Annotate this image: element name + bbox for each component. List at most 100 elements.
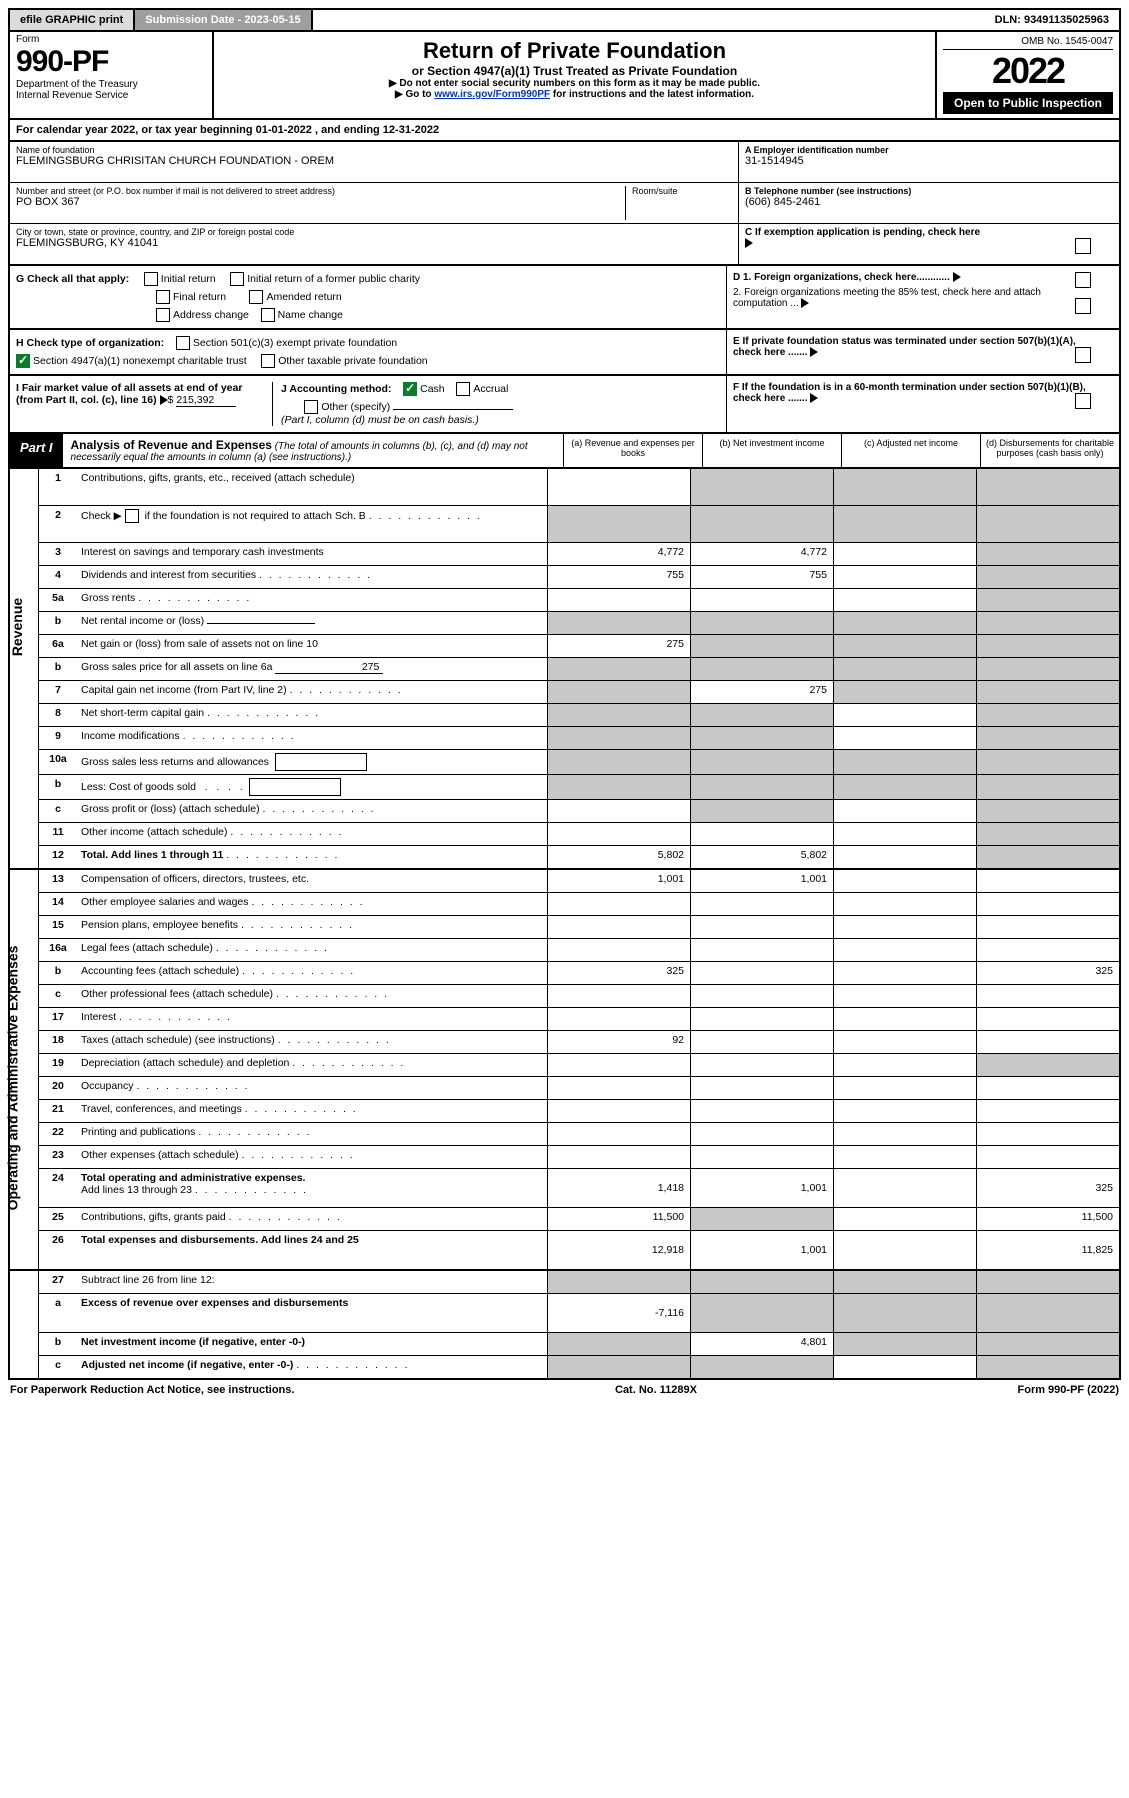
d2-checkbox[interactable]: [1075, 298, 1091, 314]
g-initial-checkbox[interactable]: [144, 272, 158, 286]
foundation-name: FLEMINGSBURG CHRISITAN CHURCH FOUNDATION…: [16, 155, 732, 167]
e-checkbox[interactable]: [1075, 347, 1091, 363]
section-i-j-f: I Fair market value of all assets at end…: [8, 376, 1121, 434]
table-row: 13Compensation of officers, directors, t…: [39, 870, 1119, 893]
f-label: F If the foundation is in a 60-month ter…: [733, 382, 1086, 404]
top-bar: efile GRAPHIC print Submission Date - 20…: [8, 8, 1121, 32]
j-cash: Cash: [420, 383, 445, 395]
table-row: 22Printing and publications: [39, 1123, 1119, 1146]
open-to-public: Open to Public Inspection: [943, 92, 1113, 114]
entity-info-block: Name of foundation FLEMINGSBURG CHRISITA…: [8, 142, 1121, 266]
part-1-header: Part I Analysis of Revenue and Expenses …: [8, 434, 1121, 469]
g-name-change-checkbox[interactable]: [261, 308, 275, 322]
j-other: Other (specify): [321, 401, 390, 413]
room-label: Room/suite: [632, 186, 732, 196]
arrow-icon: [801, 298, 809, 308]
col-d-header: (d) Disbursements for charitable purpose…: [980, 434, 1119, 467]
table-row: 4Dividends and interest from securities …: [39, 566, 1119, 589]
h-trust: Section 4947(a)(1) nonexempt charitable …: [33, 355, 247, 367]
arrow-icon: [745, 238, 753, 248]
table-row: 15Pension plans, employee benefits: [39, 916, 1119, 939]
form-title: Return of Private Foundation: [220, 38, 929, 64]
table-row: bGross sales price for all assets on lin…: [39, 658, 1119, 681]
city-state-zip: FLEMINGSBURG, KY 41041: [16, 237, 732, 249]
table-row: 20Occupancy: [39, 1077, 1119, 1100]
arrow-icon: [810, 393, 818, 403]
j-label: J Accounting method:: [281, 383, 391, 395]
part-1-label: Part I: [10, 434, 63, 467]
table-row: 2Check ▶ if the foundation is not requir…: [39, 506, 1119, 543]
col-a-header: (a) Revenue and expenses per books: [563, 434, 702, 467]
d1-checkbox[interactable]: [1075, 272, 1091, 288]
addr-label: Number and street (or P.O. box number if…: [16, 186, 625, 196]
submission-date: Submission Date - 2023-05-15: [135, 10, 312, 30]
c-checkbox[interactable]: [1075, 238, 1091, 254]
table-row: 1Contributions, gifts, grants, etc., rec…: [39, 469, 1119, 506]
j-other-checkbox[interactable]: [304, 400, 318, 414]
form-number: 990-PF: [16, 45, 206, 79]
form-header: Form 990-PF Department of the Treasury I…: [8, 32, 1121, 120]
table-row: 25Contributions, gifts, grants paid 11,5…: [39, 1208, 1119, 1231]
phone-label: B Telephone number (see instructions): [745, 186, 911, 196]
g-addr-change-checkbox[interactable]: [156, 308, 170, 322]
page-footer: For Paperwork Reduction Act Notice, see …: [8, 1380, 1121, 1400]
expenses-side-label: Operating and Administrative Expenses: [4, 946, 20, 1211]
part-1-title: Analysis of Revenue and Expenses: [71, 438, 272, 452]
name-label: Name of foundation: [16, 145, 732, 155]
j-accrual-checkbox[interactable]: [456, 382, 470, 396]
g-final: Final return: [173, 291, 226, 303]
omb-number: OMB No. 1545-0047: [943, 36, 1113, 50]
j-cash-checkbox[interactable]: [403, 382, 417, 396]
table-row: 10aGross sales less returns and allowanc…: [39, 750, 1119, 775]
note-ssn: ▶ Do not enter social security numbers o…: [389, 78, 760, 89]
table-row: bNet investment income (if negative, ent…: [39, 1333, 1119, 1356]
h-other: Other taxable private foundation: [278, 355, 427, 367]
g-initial-former-checkbox[interactable]: [230, 272, 244, 286]
tax-year: 2022: [943, 50, 1113, 92]
c-exemption-label: C If exemption application is pending, c…: [745, 227, 980, 238]
table-row: 21Travel, conferences, and meetings: [39, 1100, 1119, 1123]
schb-checkbox[interactable]: [125, 509, 139, 523]
table-row: 5aGross rents: [39, 589, 1119, 612]
table-row: 6aNet gain or (loss) from sale of assets…: [39, 635, 1119, 658]
g-initial-former: Initial return of a former public charit…: [247, 273, 420, 285]
h-other-checkbox[interactable]: [261, 354, 275, 368]
efile-print-button[interactable]: efile GRAPHIC print: [10, 10, 135, 30]
g-final-checkbox[interactable]: [156, 290, 170, 304]
g-label: G Check all that apply:: [16, 273, 129, 285]
col-b-header: (b) Net investment income: [702, 434, 841, 467]
h-501c3-checkbox[interactable]: [176, 336, 190, 350]
g-amended-checkbox[interactable]: [249, 290, 263, 304]
h-trust-checkbox[interactable]: [16, 354, 30, 368]
table-row: 11Other income (attach schedule): [39, 823, 1119, 846]
table-row: 17Interest: [39, 1008, 1119, 1031]
dept-treasury: Department of the Treasury: [16, 79, 206, 90]
table-row: 24Total operating and administrative exp…: [39, 1169, 1119, 1208]
subtract-section: 27Subtract line 26 from line 12: aExcess…: [8, 1271, 1121, 1380]
d2-label: 2. Foreign organizations meeting the 85%…: [733, 287, 1041, 309]
section-h-e: H Check type of organization: Section 50…: [8, 330, 1121, 376]
street-address: PO BOX 367: [16, 196, 625, 208]
table-row: 9Income modifications: [39, 727, 1119, 750]
d1-label: D 1. Foreign organizations, check here..…: [733, 272, 950, 283]
e-label: E If private foundation status was termi…: [733, 336, 1076, 358]
h-501c3: Section 501(c)(3) exempt private foundat…: [193, 337, 397, 349]
cat-number: Cat. No. 11289X: [615, 1384, 697, 1396]
f-checkbox[interactable]: [1075, 393, 1091, 409]
arrow-icon: [953, 272, 961, 282]
arrow-icon: [810, 347, 818, 357]
revenue-side-label: Revenue: [9, 598, 25, 656]
section-g-d: G Check all that apply: Initial return I…: [8, 266, 1121, 330]
revenue-section: Revenue 1Contributions, gifts, grants, e…: [8, 469, 1121, 870]
arrow-icon: [160, 395, 168, 405]
g-amended: Amended return: [266, 291, 341, 303]
j-note: (Part I, column (d) must be on cash basi…: [281, 414, 720, 426]
col-c-header: (c) Adjusted net income: [841, 434, 980, 467]
i-value: 215,392: [176, 394, 236, 407]
dln-label: DLN: 93491135025963: [985, 10, 1119, 30]
expenses-section: Operating and Administrative Expenses 13…: [8, 870, 1121, 1271]
irs-link[interactable]: www.irs.gov/Form990PF: [434, 89, 550, 100]
paperwork-notice: For Paperwork Reduction Act Notice, see …: [10, 1384, 294, 1396]
table-row: 7Capital gain net income (from Part IV, …: [39, 681, 1119, 704]
table-row: 12Total. Add lines 1 through 11 5,8025,8…: [39, 846, 1119, 868]
